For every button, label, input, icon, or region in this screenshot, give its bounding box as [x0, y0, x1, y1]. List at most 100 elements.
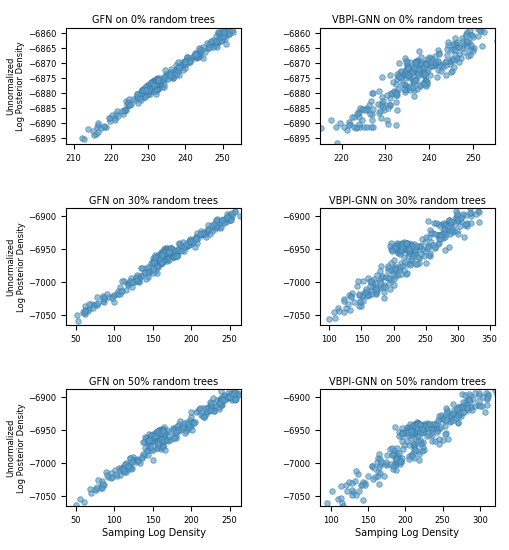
Point [403, 64, 411, 73]
Point [359, 277, 367, 285]
Point [152, 444, 160, 453]
Point [207, 221, 215, 230]
Point [441, 230, 449, 239]
Point [166, 244, 175, 252]
Point [316, 123, 324, 132]
Point [413, 64, 421, 73]
Point [434, 239, 442, 248]
Point [204, 225, 212, 234]
Point [175, 240, 183, 249]
Point [120, 464, 128, 473]
Point [403, 240, 411, 249]
Point [391, 243, 399, 252]
Point [111, 115, 119, 124]
Point [390, 458, 399, 466]
Point [465, 51, 473, 60]
Point [414, 258, 422, 267]
Point [170, 424, 178, 432]
Point [434, 234, 442, 243]
Point [217, 392, 225, 401]
Point [128, 463, 136, 472]
Point [187, 240, 195, 249]
Point [421, 58, 430, 67]
Point [408, 250, 416, 259]
Point [146, 81, 154, 90]
Point [422, 418, 431, 427]
Point [199, 228, 207, 237]
Point [229, 389, 237, 398]
Point [153, 75, 161, 84]
Point [142, 87, 150, 96]
Point [170, 251, 178, 260]
Point [431, 60, 439, 69]
Point [212, 32, 220, 41]
Point [210, 41, 218, 50]
Point [348, 487, 356, 496]
Point [390, 272, 399, 280]
Point [460, 400, 468, 409]
Point [401, 240, 409, 249]
Point [354, 120, 362, 129]
Point [153, 256, 161, 265]
Point [400, 86, 408, 95]
Point [159, 257, 167, 266]
Point [418, 78, 427, 87]
Point [451, 39, 460, 48]
Point [80, 497, 88, 506]
Point [142, 438, 150, 447]
Point [178, 422, 186, 431]
Point [167, 72, 176, 80]
Point [463, 395, 471, 404]
Point [435, 222, 443, 231]
Point [224, 212, 232, 221]
Point [156, 80, 164, 89]
Point [339, 294, 347, 303]
Point [399, 242, 407, 251]
Point [435, 235, 443, 244]
Point [97, 483, 105, 492]
Point [120, 466, 128, 475]
Point [406, 68, 414, 76]
Point [454, 403, 462, 411]
Point [411, 241, 419, 250]
Point [492, 36, 500, 45]
Point [457, 33, 465, 42]
Point [152, 75, 160, 84]
Point [139, 93, 148, 102]
Point [434, 60, 442, 69]
Point [152, 78, 160, 87]
Point [410, 426, 418, 435]
Point [94, 299, 102, 307]
Point [358, 115, 366, 124]
Point [392, 449, 401, 458]
Point [87, 488, 95, 497]
Point [157, 428, 165, 437]
Point [161, 446, 169, 455]
Point [412, 426, 420, 434]
Point [461, 211, 469, 219]
Point [133, 92, 141, 101]
Point [152, 428, 160, 437]
Point [433, 66, 441, 75]
Point [409, 76, 417, 85]
Point [422, 431, 431, 440]
Point [116, 283, 124, 292]
Point [162, 246, 171, 255]
Point [154, 253, 162, 262]
Point [162, 244, 171, 252]
Point [166, 69, 174, 78]
Point [446, 217, 454, 226]
Point [153, 430, 161, 438]
Point [360, 288, 369, 296]
Point [202, 229, 210, 238]
Point [129, 453, 137, 461]
Point [465, 18, 473, 27]
Point [430, 51, 438, 60]
Point [333, 494, 342, 503]
Point [412, 422, 420, 431]
Point [107, 473, 116, 482]
Point [375, 276, 383, 285]
Point [106, 117, 114, 125]
Point [462, 28, 470, 37]
Point [399, 241, 407, 250]
